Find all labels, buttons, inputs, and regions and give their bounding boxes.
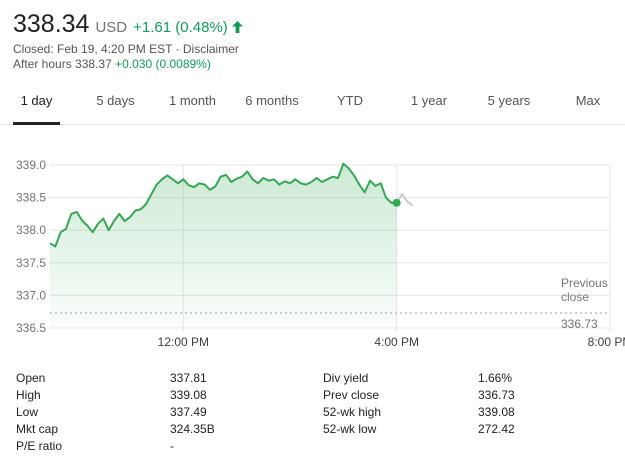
stat-label: Prev close [323, 388, 380, 402]
y-tick-label: 338.5 [16, 191, 46, 205]
stat-row-mkt-cap: Mkt cap 324.35B 52-wk low 272.42 [16, 422, 616, 439]
tab-ytd[interactable]: YTD [337, 93, 363, 108]
stat-label: 52-wk low [323, 422, 377, 436]
market-status: Closed: Feb 19, 4:20 PM EST · Disclaimer [13, 42, 243, 57]
closed-time: Closed: Feb 19, 4:20 PM EST [13, 42, 173, 56]
disclaimer-link[interactable]: Disclaimer [182, 42, 239, 56]
tab-5-days[interactable]: 5 days [96, 93, 135, 108]
stat-label: Div yield [323, 371, 369, 385]
x-tick-label: 4:00 PM [374, 335, 419, 349]
stat-value: 336.73 [478, 388, 515, 402]
stat-row-open: Open 337.81 Div yield 1.66% [16, 371, 616, 388]
tab-6-months[interactable]: 6 months [245, 93, 299, 108]
stat-value: 337.49 [170, 405, 207, 419]
price-chart[interactable]: 339.0 338.5 338.0 337.5 337.0 336.5 12:00 PM 4:… [0, 130, 625, 360]
y-tick-label: 337.5 [16, 256, 46, 270]
separator: · [172, 42, 183, 56]
x-tick-label: 12:00 PM [158, 335, 209, 349]
after-hours-change: +0.030 (0.0089%) [115, 57, 211, 71]
after-hours-price: 338.37 [75, 57, 112, 71]
stat-label: P/E ratio [16, 439, 63, 453]
tab-5-years[interactable]: 5 years [487, 93, 531, 108]
stat-value: 324.35B [170, 422, 215, 436]
price-change: +1.61 (0.48%) [133, 19, 228, 36]
key-stats: Open 337.81 Div yield 1.66% High 339.08 … [16, 371, 616, 456]
stat-value: 337.81 [170, 371, 207, 385]
stat-value: 272.42 [478, 422, 515, 436]
price-line: 338.34 USD +1.61 (0.48%) [13, 10, 243, 39]
after-hours-line [395, 192, 414, 207]
stat-row-pe-ratio: P/E ratio - [16, 439, 616, 456]
previous-close-value: 336.73 [561, 317, 598, 331]
stat-value: 339.08 [170, 388, 207, 402]
price-area [50, 163, 397, 328]
stat-label: Mkt cap [16, 422, 59, 436]
stat-value: 339.08 [478, 405, 515, 419]
stat-label: Low [16, 405, 39, 419]
stat-label: High [16, 388, 41, 402]
stat-value: 1.66% [478, 371, 513, 385]
last-price-dot [392, 198, 401, 207]
y-tick-label: 338.0 [16, 223, 46, 237]
after-hours-label: After hours [13, 57, 72, 71]
range-tabs: 1 day 5 days 1 month 6 months YTD 1 year… [0, 86, 625, 125]
y-tick-label: 339.0 [16, 158, 46, 172]
x-tick-label: 8:00 PM [588, 335, 625, 349]
y-tick-label: 336.5 [16, 321, 46, 335]
y-tick-label: 337.0 [16, 288, 46, 302]
quote-header: 338.34 USD +1.61 (0.48%) Closed: Feb 19,… [13, 10, 243, 72]
stat-label: 52-wk high [323, 405, 382, 419]
tab-max[interactable]: Max [575, 93, 601, 108]
stat-value: - [170, 439, 174, 453]
stat-label: Open [16, 371, 46, 385]
price-line [49, 162, 397, 248]
tab-1-day[interactable]: 1 day [13, 86, 60, 125]
currency-code: USD [95, 19, 128, 36]
stat-row-low: Low 337.49 52-wk high 339.08 [16, 405, 616, 422]
after-hours-line: After hours 338.37 +0.030 (0.0089%) [13, 57, 243, 72]
arrow-up-icon [231, 20, 243, 38]
stat-row-high: High 339.08 Prev close 336.73 [16, 388, 616, 405]
current-price: 338.34 [13, 10, 90, 38]
tab-1-month[interactable]: 1 month [169, 93, 216, 108]
previous-close-label: close [561, 290, 589, 304]
tab-1-year[interactable]: 1 year [410, 93, 448, 108]
previous-close-label: Previous [561, 276, 608, 290]
